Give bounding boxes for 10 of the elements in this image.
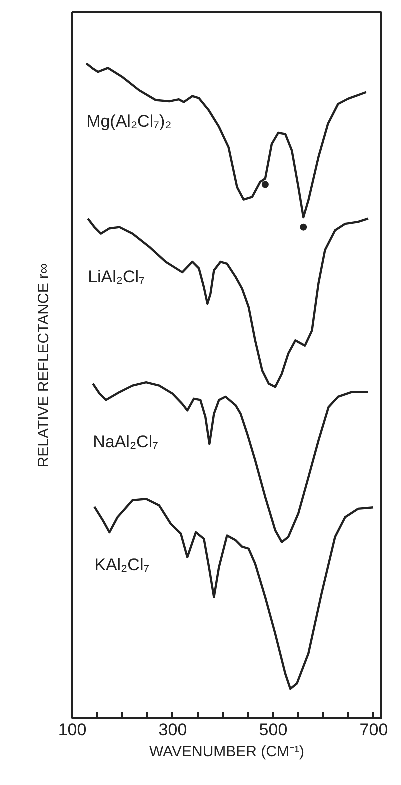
x-tick-label: 100 bbox=[58, 720, 87, 740]
x-tick-label: 300 bbox=[158, 720, 188, 740]
series-label: KAl₂Cl₇ bbox=[94, 555, 150, 574]
series-label: Mg(Al₂Cl₇)₂ bbox=[86, 112, 172, 132]
series-label: LiAl₂Cl₇ bbox=[88, 267, 146, 286]
text: NaAl₂Cl₇ bbox=[93, 432, 159, 452]
x-axis-title: WAVENUMBER (CM⁻¹) bbox=[150, 744, 305, 760]
x-tick-label: 700 bbox=[360, 720, 388, 740]
x-tick-label: 500 bbox=[259, 720, 288, 740]
y-axis-title: RELATIVE REFLECTANCE r∞ bbox=[36, 263, 52, 468]
